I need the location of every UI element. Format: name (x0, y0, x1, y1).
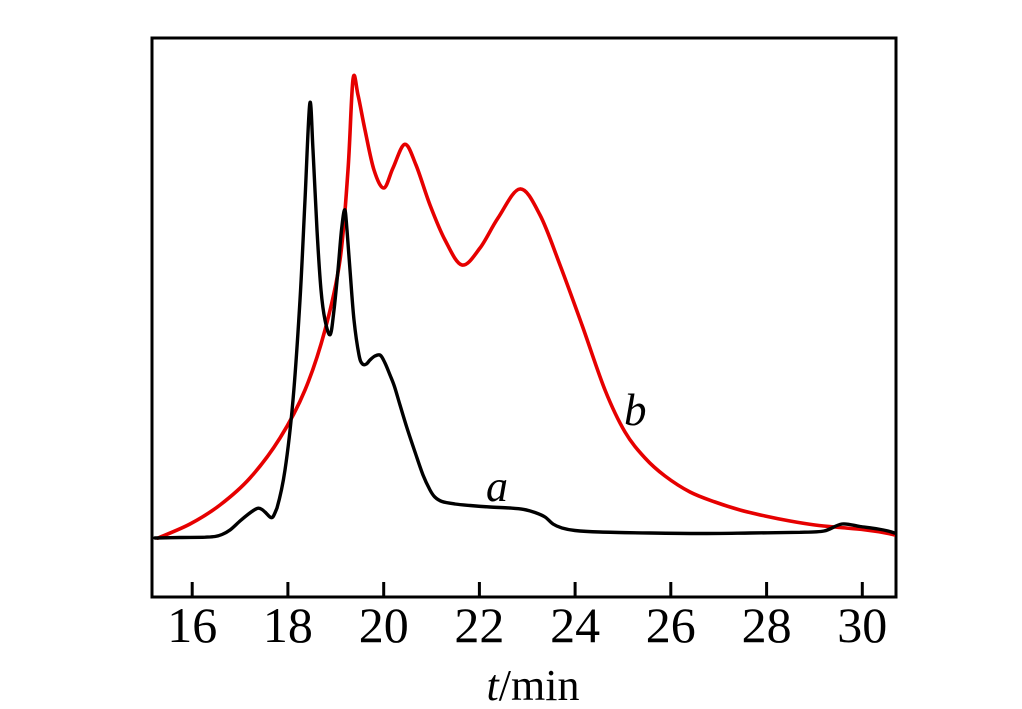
svg-text:t/min: t/min (487, 661, 580, 709)
svg-text:24: 24 (550, 597, 600, 653)
svg-text:26: 26 (646, 597, 696, 653)
svg-text:28: 28 (742, 597, 792, 653)
svg-text:a: a (486, 462, 508, 511)
svg-text:18: 18 (263, 597, 313, 653)
svg-text:22: 22 (454, 597, 504, 653)
svg-text:b: b (624, 385, 647, 435)
svg-text:30: 30 (837, 597, 887, 653)
svg-text:16: 16 (167, 597, 217, 653)
svg-text:20: 20 (359, 597, 409, 653)
